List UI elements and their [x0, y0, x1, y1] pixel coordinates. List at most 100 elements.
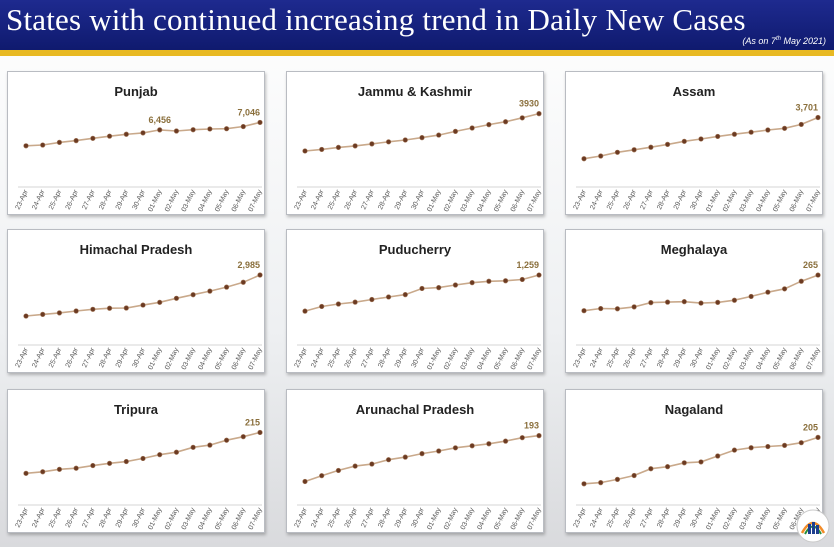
- x-tick-label: 25-Apr: [48, 506, 64, 529]
- x-tick-label: 01-May: [705, 346, 721, 371]
- x-tick-label: 27-Apr: [639, 188, 655, 211]
- x-tick-label: 26-Apr: [65, 506, 81, 529]
- x-tick-label: 30-Apr: [132, 506, 148, 529]
- x-tick-label: 05-May: [493, 188, 509, 213]
- data-label: 265: [803, 260, 818, 270]
- x-tick-label: 07-May: [806, 188, 822, 213]
- data-point: [140, 302, 146, 308]
- chart-panel-arunachal-pradesh: 23-Apr 24-Apr 25-Apr 26-Apr 27-Apr 28-Apr 29-A…: [286, 389, 544, 533]
- x-tick-label: 29-Apr: [115, 346, 131, 369]
- data-point: [157, 299, 163, 305]
- x-tick-label: 30-Apr: [132, 188, 148, 211]
- data-label: 1,259: [516, 260, 539, 270]
- chart-svg: 23-Apr 24-Apr 25-Apr 26-Apr 27-Apr 28-Apr 29-A…: [15, 417, 264, 531]
- x-tick-label: 26-Apr: [344, 346, 360, 369]
- data-point: [369, 296, 375, 303]
- x-tick-label: 26-Apr: [344, 188, 360, 211]
- data-point: [23, 313, 29, 319]
- x-tick-label: 29-Apr: [673, 506, 689, 529]
- data-point: [40, 142, 46, 148]
- x-tick-label: 02-May: [164, 188, 180, 213]
- x-tick-label: 23-Apr: [15, 346, 31, 369]
- data-point: [73, 465, 79, 471]
- x-tick-label: 29-Apr: [673, 346, 689, 369]
- data-point: [319, 146, 325, 153]
- x-tick-label: 28-Apr: [656, 188, 672, 211]
- x-tick-label: 29-Apr: [394, 506, 410, 529]
- data-point: [385, 139, 392, 145]
- data-point: [519, 435, 525, 441]
- data-point: [419, 451, 425, 457]
- x-tick-label: 07-May: [806, 346, 822, 371]
- data-point: [335, 144, 342, 151]
- data-point: [614, 306, 621, 312]
- x-tick-label: 02-May: [722, 506, 738, 531]
- x-tick-label: 30-Apr: [132, 346, 148, 369]
- data-point: [452, 445, 459, 451]
- x-tick-label: 04-May: [476, 346, 492, 371]
- data-point: [664, 464, 671, 470]
- data-point: [207, 442, 213, 448]
- data-point: [123, 305, 129, 311]
- as-on-prefix: (As on 7: [742, 36, 776, 46]
- data-point: [302, 478, 308, 485]
- data-point: [715, 453, 721, 459]
- x-tick-label: 29-Apr: [115, 506, 131, 529]
- data-point: [502, 438, 509, 444]
- data-point: [469, 280, 475, 286]
- x-tick-label: 24-Apr: [310, 346, 326, 369]
- x-tick-label: 24-Apr: [31, 188, 47, 211]
- data-point: [369, 461, 375, 467]
- data-point: [302, 148, 308, 154]
- data-point: [664, 141, 671, 147]
- data-point: [302, 308, 308, 314]
- x-tick-label: 07-May: [527, 346, 543, 371]
- x-tick-label: 25-Apr: [48, 346, 64, 369]
- x-tick-label: 01-May: [705, 188, 721, 213]
- data-point: [681, 460, 687, 466]
- x-tick-label: 03-May: [460, 346, 476, 371]
- data-label: 2,985: [237, 260, 260, 270]
- data-point: [648, 300, 654, 306]
- x-tick-label: 04-May: [197, 188, 213, 213]
- data-point: [486, 278, 492, 284]
- data-point: [731, 131, 738, 137]
- data-label: 6,456: [148, 115, 171, 125]
- x-tick-label: 23-Apr: [573, 506, 589, 529]
- data-point: [598, 153, 604, 159]
- x-tick-label: 05-May: [772, 188, 788, 213]
- x-tick-label: 23-Apr: [573, 188, 589, 211]
- x-tick-label: 29-Apr: [673, 188, 689, 211]
- chart-svg: 23-Apr 24-Apr 25-Apr 26-Apr 27-Apr 28-Apr 29-A…: [573, 422, 822, 531]
- x-tick-label: 04-May: [755, 188, 771, 213]
- data-label: 7,046: [237, 107, 260, 117]
- data-point: [402, 137, 408, 143]
- as-on-date: (As on 7th May 2021): [742, 36, 826, 46]
- data-point: [519, 276, 525, 283]
- x-tick-label: 05-May: [772, 346, 788, 371]
- x-tick-label: 02-May: [164, 346, 180, 371]
- x-tick-label: 27-Apr: [81, 506, 97, 529]
- data-point: [23, 470, 29, 476]
- x-tick-label: 07-May: [527, 188, 543, 213]
- data-point: [402, 454, 408, 460]
- x-tick-label: 27-Apr: [639, 506, 655, 529]
- data-point: [798, 440, 804, 446]
- data-point: [815, 434, 821, 440]
- x-tick-label: 25-Apr: [606, 188, 622, 211]
- x-tick-label: 06-May: [789, 346, 805, 371]
- data-point: [681, 299, 687, 305]
- x-tick-label: 04-May: [197, 346, 213, 371]
- chart-title: Punjab: [114, 84, 158, 99]
- x-tick-label: 07-May: [248, 506, 264, 531]
- x-tick-label: 06-May: [510, 188, 526, 213]
- x-tick-label: 29-Apr: [394, 188, 410, 211]
- chart-svg: 23-Apr 24-Apr 25-Apr 26-Apr 27-Apr 28-Apr 29-A…: [15, 107, 264, 213]
- x-tick-label: 04-May: [197, 506, 213, 531]
- chart-panel-himachal-pradesh: 23-Apr 24-Apr 25-Apr 26-Apr 27-Apr 28-Apr 29-A…: [7, 229, 265, 373]
- x-tick-label: 06-May: [510, 506, 526, 531]
- x-tick-label: 29-Apr: [394, 346, 410, 369]
- x-tick-label: 26-Apr: [623, 188, 639, 211]
- x-tick-label: 05-May: [772, 506, 788, 531]
- data-point: [715, 133, 721, 140]
